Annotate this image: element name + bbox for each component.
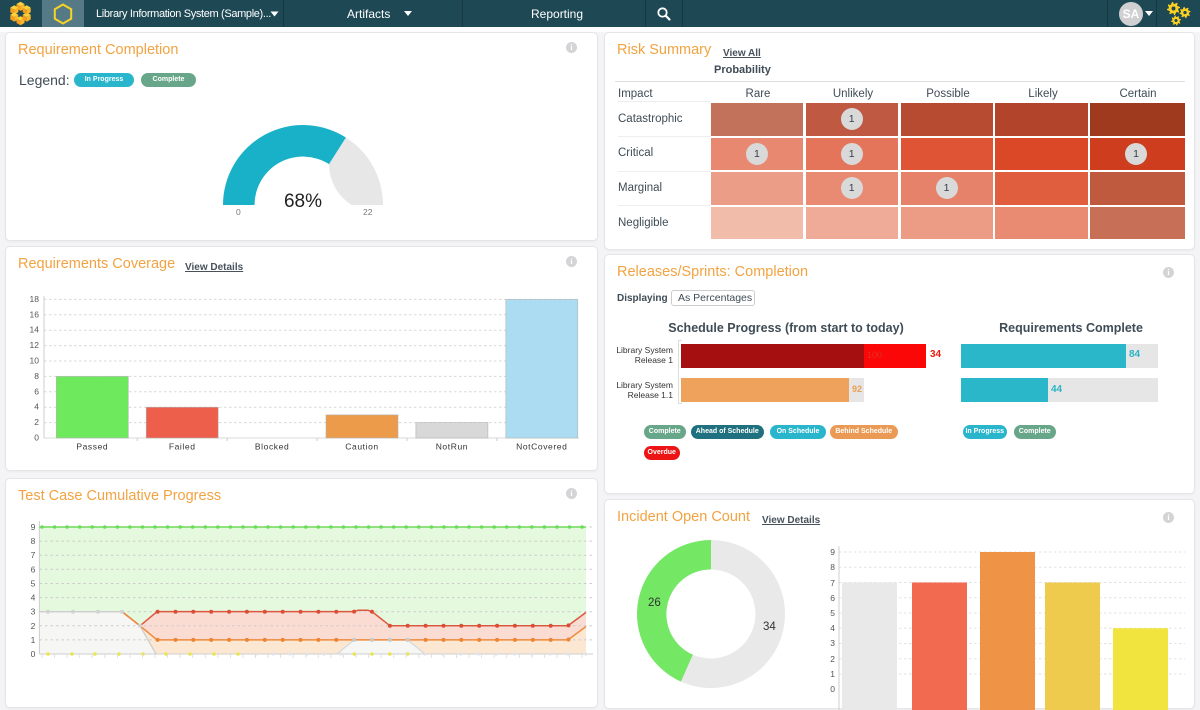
svg-text:8: 8	[31, 536, 36, 546]
svg-text:Blocked: Blocked	[255, 442, 289, 452]
svg-text:0: 0	[34, 433, 39, 443]
svg-text:NotCovered: NotCovered	[516, 442, 567, 452]
svg-text:1: 1	[830, 669, 835, 679]
svg-text:4: 4	[31, 593, 36, 603]
svg-text:4: 4	[830, 623, 835, 633]
svg-text:68%: 68%	[284, 191, 322, 211]
svg-text:2: 2	[31, 621, 36, 631]
svg-text:9: 9	[830, 547, 835, 557]
svg-text:5: 5	[31, 579, 36, 589]
svg-text:3: 3	[830, 638, 835, 648]
svg-text:5: 5	[830, 608, 835, 618]
svg-text:14: 14	[30, 325, 40, 335]
svg-text:NotRun: NotRun	[436, 442, 468, 452]
svg-text:26: 26	[648, 597, 661, 609]
svg-text:Failed: Failed	[169, 442, 196, 452]
svg-text:Caution: Caution	[345, 442, 379, 452]
svg-text:6: 6	[31, 564, 36, 574]
svg-text:0: 0	[830, 684, 835, 694]
svg-text:8: 8	[830, 562, 835, 572]
svg-text:12: 12	[30, 340, 40, 350]
svg-text:2: 2	[830, 654, 835, 664]
svg-text:4: 4	[34, 402, 39, 412]
svg-text:Passed: Passed	[76, 442, 108, 452]
svg-text:7: 7	[31, 550, 36, 560]
svg-text:10: 10	[30, 356, 40, 366]
svg-text:16: 16	[30, 309, 40, 319]
svg-text:6: 6	[34, 386, 39, 396]
svg-text:2: 2	[34, 417, 39, 427]
svg-text:3: 3	[31, 607, 36, 617]
svg-text:18: 18	[30, 294, 40, 304]
svg-text:9: 9	[31, 522, 36, 532]
svg-text:6: 6	[830, 593, 835, 603]
svg-text:8: 8	[34, 371, 39, 381]
svg-text:7: 7	[830, 578, 835, 588]
svg-text:1: 1	[31, 635, 36, 645]
svg-text:34: 34	[763, 621, 776, 633]
